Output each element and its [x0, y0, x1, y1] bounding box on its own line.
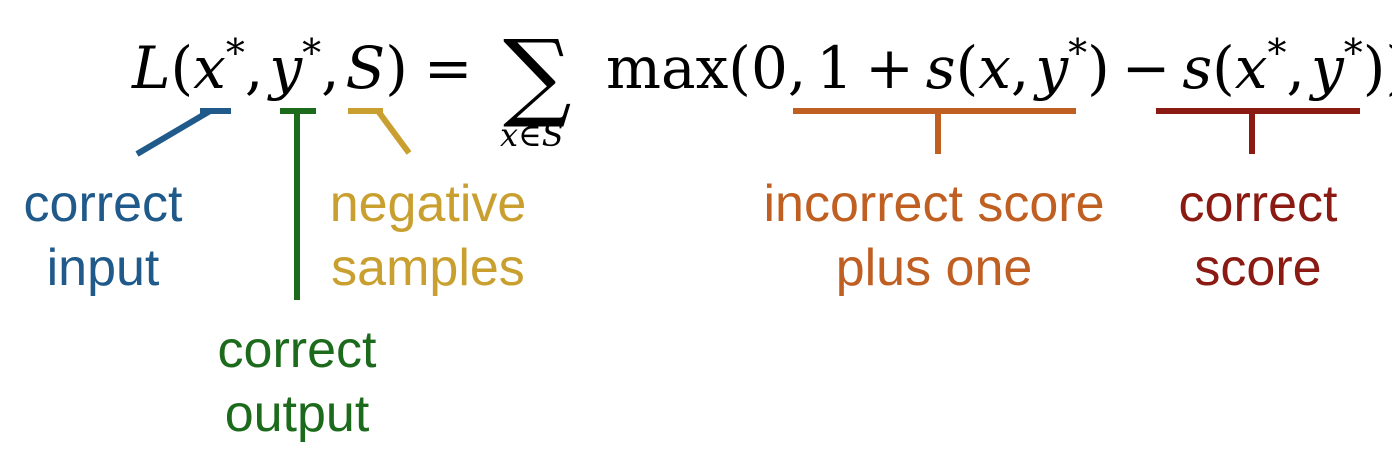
y-star-var: y: [266, 34, 303, 102]
score2-comma: ,: [1287, 34, 1305, 102]
correct-input-pointer: [135, 108, 231, 157]
score1-x: x: [978, 34, 1011, 102]
incorrect-score-line2: plus one: [835, 239, 1033, 297]
summation-subscript: x∈S: [500, 116, 564, 154]
score2-y: y: [1308, 34, 1345, 102]
score1-open-paren: (: [956, 34, 979, 102]
one: 1: [816, 34, 853, 102]
incorrect-score-label: incorrect score plus one: [732, 172, 1136, 300]
score2-x: x: [1235, 34, 1268, 102]
incorrect-score-bracket: [793, 108, 1076, 154]
score1-y: y: [1032, 34, 1069, 102]
correct-output-label: correct output: [198, 318, 396, 446]
equals-sign: =: [424, 34, 473, 102]
score1-y-star: *: [1068, 31, 1087, 75]
negative-samples-line2: samples: [331, 239, 525, 297]
correct-score-line2: score: [1194, 239, 1322, 297]
comma-2: ,: [321, 34, 339, 102]
loss-function-symbol: L: [131, 34, 171, 102]
correct-output-pointer: [280, 108, 316, 300]
x-star-superscript: *: [226, 31, 245, 75]
plus-sign: +: [865, 34, 914, 102]
correct-input-line2: input: [46, 239, 160, 297]
incorrect-score-line1: incorrect score: [763, 175, 1105, 233]
summation-symbol: ∑: [503, 19, 572, 131]
correct-input-line1: correct: [23, 175, 183, 233]
score1-close-paren: ): [1087, 34, 1110, 102]
equation-line: L(x*, y*, S) =: [131, 31, 473, 102]
correct-output-line1: correct: [217, 321, 377, 379]
close-paren: ): [385, 34, 408, 102]
score2-open-paren: (: [1212, 34, 1235, 102]
equation-rhs: max(0,1+s(x,y*)−s(x*,y*)): [606, 31, 1392, 102]
correct-output-line2: output: [224, 385, 370, 443]
negative-samples-line1: negative: [329, 175, 527, 233]
y-star-superscript: *: [302, 31, 321, 75]
minus-sign: −: [1122, 34, 1171, 102]
negative-samples-pointer: [348, 108, 412, 155]
max-close-paren: ): [1385, 34, 1392, 102]
max-open-paren: (: [728, 34, 751, 102]
max-operator: max: [606, 34, 728, 102]
zero: 0: [751, 34, 788, 102]
score-fn-1: s: [926, 34, 956, 102]
score2-y-star: *: [1344, 31, 1363, 75]
comma-1: ,: [245, 34, 263, 102]
set-s-var: S: [346, 34, 386, 102]
correct-score-label: correct score: [1150, 172, 1366, 300]
score2-x-star: *: [1268, 31, 1287, 75]
negative-samples-label: negative samples: [310, 172, 546, 300]
score2-close-paren: ): [1363, 34, 1386, 102]
correct-score-line1: correct: [1178, 175, 1338, 233]
correct-input-label: correct input: [5, 172, 201, 300]
x-star-var: x: [193, 34, 226, 102]
score1-comma: ,: [1011, 34, 1029, 102]
correct-score-bracket: [1156, 108, 1360, 154]
score-fn-2: s: [1182, 34, 1212, 102]
comma-3: ,: [788, 34, 806, 102]
open-paren: (: [171, 34, 194, 102]
